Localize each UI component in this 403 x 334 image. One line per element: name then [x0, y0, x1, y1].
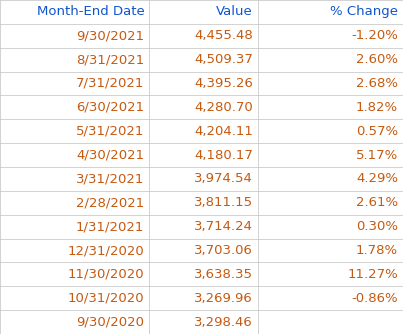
- Text: 1/31/2021: 1/31/2021: [76, 220, 144, 233]
- Text: 3,298.46: 3,298.46: [194, 316, 253, 329]
- Text: 10/31/2020: 10/31/2020: [68, 292, 144, 305]
- Text: 8/31/2021: 8/31/2021: [76, 53, 144, 66]
- Text: 3,974.54: 3,974.54: [194, 172, 253, 185]
- Text: 4,204.11: 4,204.11: [194, 125, 253, 138]
- Text: 4,455.48: 4,455.48: [194, 29, 253, 42]
- Text: Month-End Date: Month-End Date: [37, 5, 144, 18]
- Text: -1.20%: -1.20%: [351, 29, 398, 42]
- Text: 9/30/2020: 9/30/2020: [76, 316, 144, 329]
- Text: 3,714.24: 3,714.24: [194, 220, 253, 233]
- Text: 4,180.17: 4,180.17: [194, 149, 253, 162]
- Text: 3,269.96: 3,269.96: [194, 292, 253, 305]
- Text: 9/30/2021: 9/30/2021: [76, 29, 144, 42]
- Text: 12/31/2020: 12/31/2020: [68, 244, 144, 257]
- Text: 2.68%: 2.68%: [356, 77, 398, 90]
- Text: -0.86%: -0.86%: [351, 292, 398, 305]
- Text: 2/28/2021: 2/28/2021: [76, 196, 144, 209]
- Text: 3,811.15: 3,811.15: [194, 196, 253, 209]
- Text: 6/30/2021: 6/30/2021: [76, 101, 144, 114]
- Text: 1.78%: 1.78%: [356, 244, 398, 257]
- Text: 3/31/2021: 3/31/2021: [76, 172, 144, 185]
- Text: 2.61%: 2.61%: [356, 196, 398, 209]
- Text: % Change: % Change: [330, 5, 398, 18]
- Text: 2.60%: 2.60%: [356, 53, 398, 66]
- Text: 4,509.37: 4,509.37: [194, 53, 253, 66]
- Text: 3,703.06: 3,703.06: [194, 244, 253, 257]
- Text: Value: Value: [216, 5, 253, 18]
- Text: 11/30/2020: 11/30/2020: [68, 268, 144, 281]
- Text: 4/30/2021: 4/30/2021: [76, 149, 144, 162]
- Text: 5/31/2021: 5/31/2021: [76, 125, 144, 138]
- Text: 4,280.70: 4,280.70: [194, 101, 253, 114]
- Text: 4.29%: 4.29%: [356, 172, 398, 185]
- Text: 1.82%: 1.82%: [356, 101, 398, 114]
- Text: 11.27%: 11.27%: [347, 268, 398, 281]
- Text: 3,638.35: 3,638.35: [194, 268, 253, 281]
- Text: 7/31/2021: 7/31/2021: [76, 77, 144, 90]
- Text: 4,395.26: 4,395.26: [194, 77, 253, 90]
- Text: 5.17%: 5.17%: [356, 149, 398, 162]
- Text: 0.57%: 0.57%: [356, 125, 398, 138]
- Text: 0.30%: 0.30%: [356, 220, 398, 233]
